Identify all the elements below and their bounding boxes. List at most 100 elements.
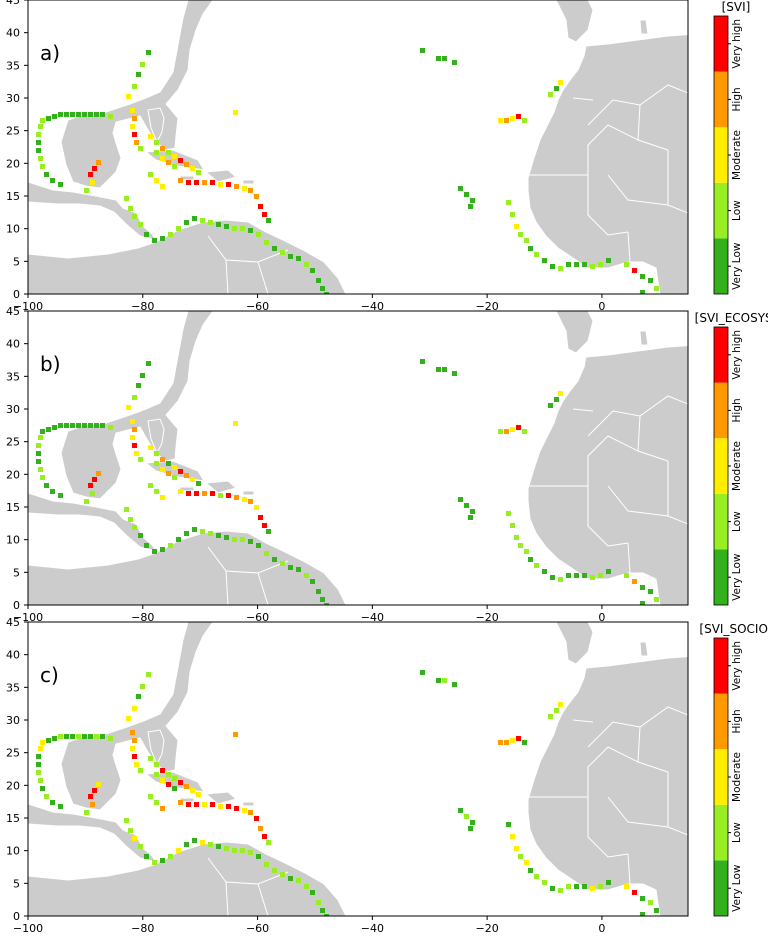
- colorbar-segment: [714, 693, 728, 750]
- svi-cell: [506, 200, 511, 205]
- svi-cell: [140, 684, 145, 689]
- svi-cell: [226, 493, 231, 498]
- svi-cell: [96, 160, 101, 165]
- colorbar-segment: [714, 327, 728, 383]
- svi-cell: [606, 569, 611, 574]
- colorbar-segment: [714, 860, 728, 916]
- svi-cell: [166, 160, 171, 165]
- svi-cell: [58, 423, 63, 428]
- svi-cell: [82, 734, 87, 739]
- svi-cell: [470, 820, 475, 825]
- svi-cell: [38, 156, 43, 161]
- svi-cell: [216, 533, 221, 538]
- panel-label: a): [40, 41, 60, 65]
- svi-cell: [624, 884, 629, 889]
- svi-cell: [92, 166, 97, 171]
- colorbar-label: Low: [731, 200, 743, 221]
- svi-cell: [258, 515, 263, 520]
- svi-cell: [196, 481, 201, 486]
- svi-cell: [160, 184, 165, 189]
- svi-cell: [160, 778, 165, 783]
- svi-cell: [574, 262, 579, 267]
- svi-cell: [132, 738, 137, 743]
- svi-cell: [420, 670, 425, 675]
- svi-cell: [516, 736, 521, 741]
- colorbar-segment: [714, 638, 728, 694]
- svi-cell: [514, 535, 519, 540]
- panel-label: b): [40, 352, 61, 376]
- svi-cell: [36, 754, 41, 759]
- svi-cell: [324, 292, 329, 294]
- svi-cell: [138, 844, 143, 849]
- svi-cell: [84, 810, 89, 815]
- y-tick-label: 10: [6, 534, 20, 547]
- svi-cell: [648, 589, 653, 594]
- svi-cell: [202, 491, 207, 496]
- svi-cell: [160, 236, 165, 241]
- colorbar-segment: [714, 182, 728, 239]
- svi-cell: [38, 124, 43, 129]
- svi-cell: [124, 507, 129, 512]
- svi-cell: [320, 286, 325, 291]
- x-tick-label: −100: [13, 611, 43, 624]
- svi-cell: [132, 754, 137, 759]
- svi-cell: [154, 178, 159, 183]
- svi-cell: [88, 734, 93, 739]
- x-tick-label: −60: [246, 300, 269, 313]
- svi-cell: [240, 226, 245, 231]
- svi-cell: [154, 140, 159, 145]
- svi-cell: [108, 425, 113, 430]
- svi-cell: [632, 268, 637, 273]
- svi-cell: [166, 461, 171, 466]
- svi-cell: [316, 278, 321, 283]
- svi-cell: [288, 565, 293, 570]
- svi-cell: [510, 427, 515, 432]
- svi-cell: [624, 262, 629, 267]
- colorbar: [SVI_SOCIO] Very Low Low Moderate High Very h…: [699, 622, 768, 917]
- svi-cell: [58, 734, 63, 739]
- svi-cell: [172, 164, 177, 169]
- vulnerability-cells: [36, 359, 659, 605]
- svi-cell: [130, 746, 135, 751]
- svi-cell: [172, 465, 177, 470]
- y-tick-label: 30: [6, 714, 20, 727]
- svi-cell: [510, 834, 515, 839]
- map-content: [28, 0, 688, 294]
- svi-cell: [522, 118, 527, 123]
- svi-cell: [420, 359, 425, 364]
- x-tick-label: −20: [476, 611, 499, 624]
- svi-cell: [272, 868, 277, 873]
- svi-cell: [442, 56, 447, 61]
- svi-cell: [254, 816, 259, 821]
- svi-cell: [210, 491, 215, 496]
- svi-cell: [452, 682, 457, 687]
- svi-cell: [574, 573, 579, 578]
- svi-cell: [254, 194, 259, 199]
- svi-cell: [82, 112, 87, 117]
- svi-cell: [192, 527, 197, 532]
- svi-cell: [186, 491, 191, 496]
- svi-cell: [554, 397, 559, 402]
- svi-cell: [504, 740, 509, 745]
- x-tick-label: −80: [131, 300, 154, 313]
- svi-cell: [76, 734, 81, 739]
- svi-cell: [420, 48, 425, 53]
- svi-cell: [176, 537, 181, 542]
- svi-cell: [436, 56, 441, 61]
- y-tick-label: 5: [13, 255, 20, 268]
- svi-cell: [172, 475, 177, 480]
- svi-cell: [654, 286, 659, 291]
- svi-cell: [140, 373, 145, 378]
- svi-cell: [58, 493, 63, 498]
- svi-cell: [146, 672, 151, 677]
- colorbar-label: Very Low: [731, 553, 743, 601]
- svi-cell: [590, 886, 595, 891]
- colorbar-segment: [714, 127, 728, 183]
- svi-cell: [186, 180, 191, 185]
- svi-cell: [548, 92, 553, 97]
- colorbar-label: Low: [731, 822, 743, 843]
- x-tick-label: −20: [476, 922, 499, 935]
- colorbar-title: [SVI_SOCIO]: [699, 622, 768, 636]
- svi-cell: [550, 264, 555, 269]
- svi-cell: [82, 423, 87, 428]
